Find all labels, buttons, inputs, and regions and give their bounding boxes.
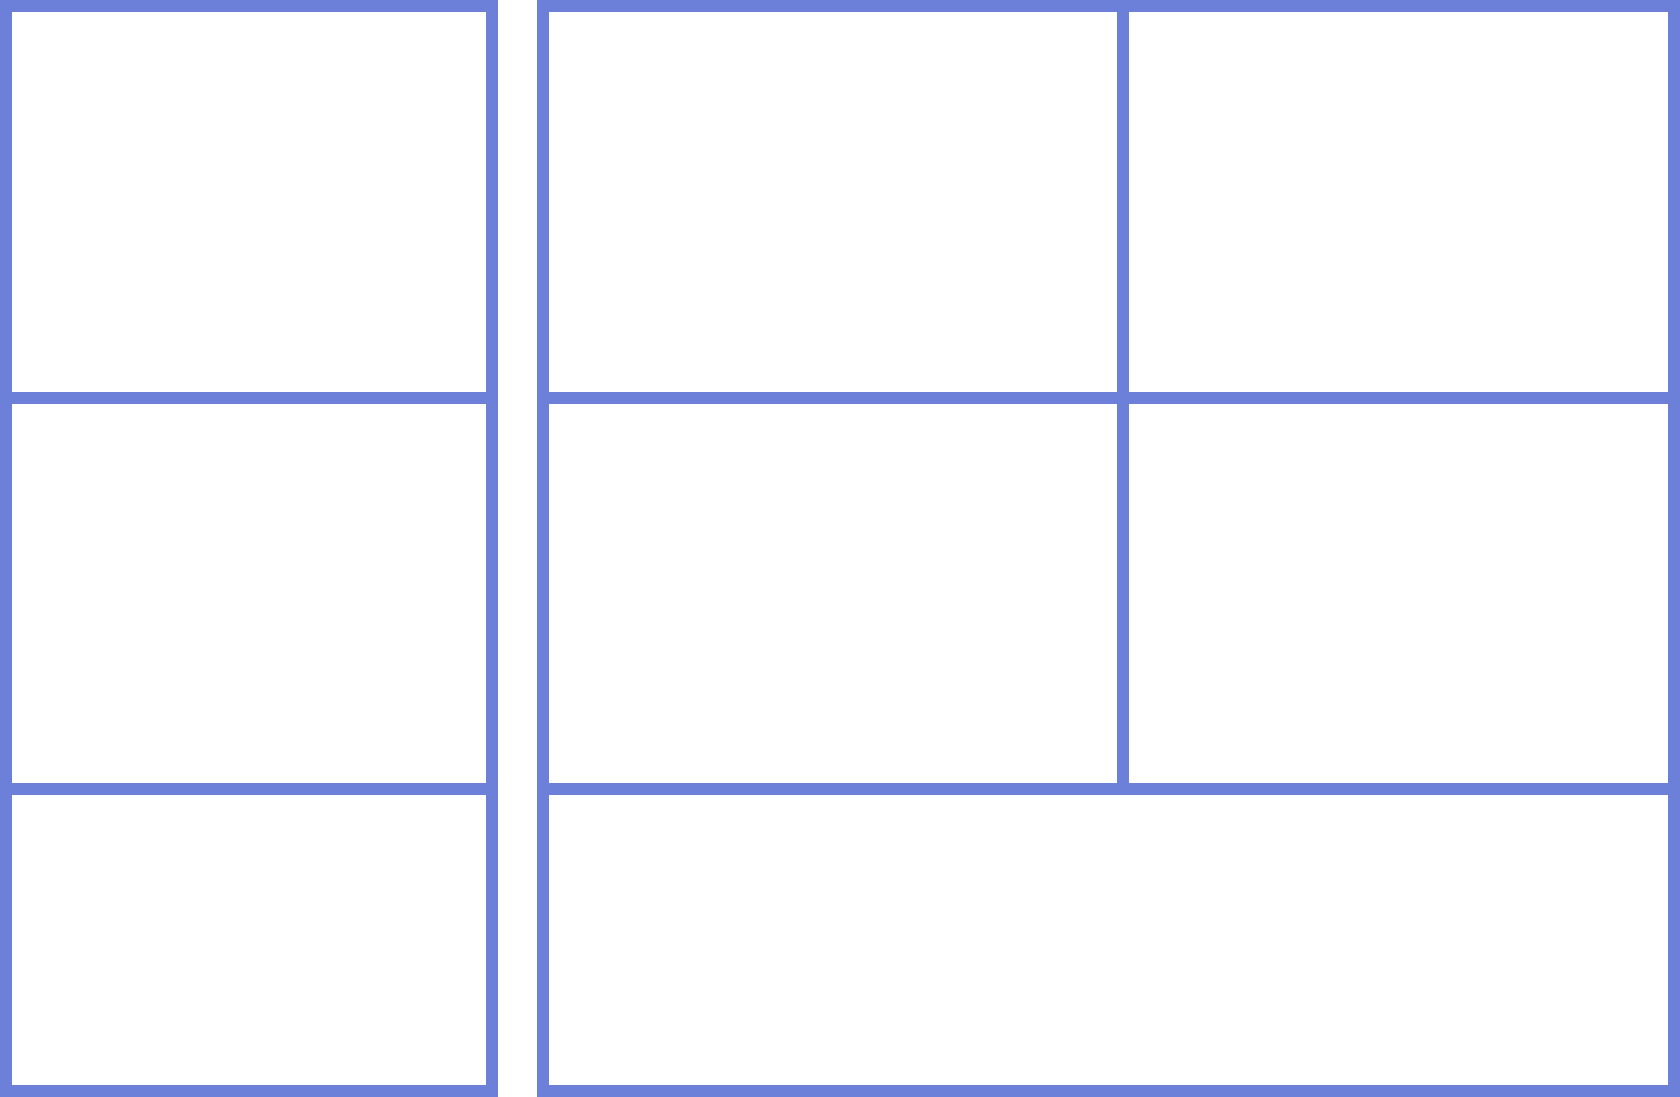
left-panel-1-content (12, 12, 13, 13)
right-panel-r2c2[interactable] (1129, 404, 1668, 783)
right-panel-r1c2[interactable] (1129, 12, 1668, 392)
right-section-vertical-divider-row2 (1117, 404, 1129, 783)
right-panel-r3-full-content (549, 795, 550, 796)
right-section-vertical-divider-row1 (1117, 12, 1129, 392)
left-panel-3-content (12, 795, 13, 796)
left-panel-2[interactable] (12, 404, 486, 783)
left-column-group (0, 0, 498, 1097)
right-section-group (537, 0, 1680, 1097)
left-panel-3[interactable] (12, 795, 486, 1085)
left-column-divider-1 (12, 392, 486, 404)
right-panel-r1c1[interactable] (549, 12, 1117, 392)
right-section-inner (549, 12, 1668, 1085)
right-panel-r2c1[interactable] (549, 404, 1117, 783)
right-panel-r2c1-content (549, 404, 550, 405)
right-panel-r2c2-content (1129, 404, 1130, 405)
right-section-divider-2 (549, 783, 1668, 795)
right-panel-r3-full[interactable] (549, 795, 1668, 1085)
left-panel-2-content (12, 404, 13, 405)
right-panel-r1c1-content (549, 12, 550, 13)
right-panel-r1c2-content (1129, 12, 1130, 13)
right-section-divider-1 (549, 392, 1668, 404)
left-panel-1[interactable] (12, 12, 486, 392)
column-gutter (498, 0, 537, 1097)
left-column-divider-2 (12, 783, 486, 795)
